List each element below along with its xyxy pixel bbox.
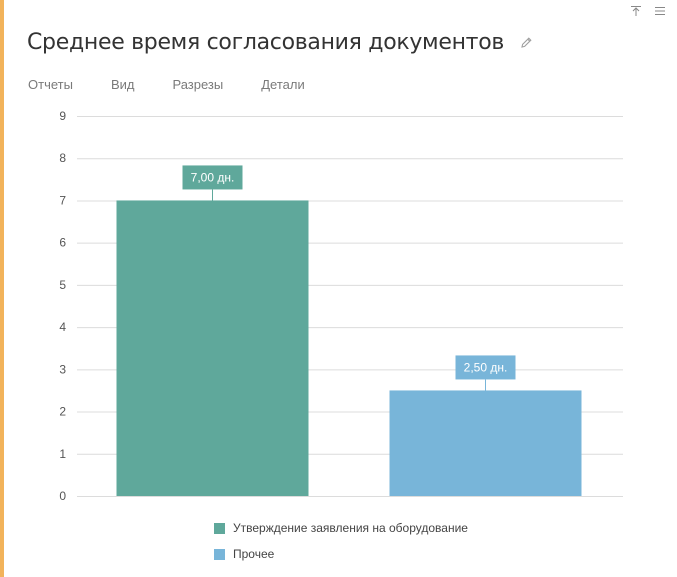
pencil-icon[interactable]	[520, 36, 534, 50]
legend-label-series2: Прочее	[233, 547, 275, 561]
y-tick-label: 1	[59, 447, 66, 461]
y-tick-label: 5	[59, 278, 66, 292]
data-label: 2,50 дн.	[464, 360, 508, 374]
tab-details[interactable]: Детали	[261, 77, 305, 92]
legend-swatch-series2	[214, 548, 225, 560]
y-tick-label: 8	[59, 151, 66, 165]
top-toolbar	[629, 4, 667, 18]
data-label-box	[182, 165, 243, 190]
accent-stripe	[0, 0, 4, 577]
legend-swatch-series1	[214, 522, 225, 534]
bar[interactable]	[389, 390, 582, 496]
pin-icon[interactable]	[629, 4, 643, 18]
legend-item-series1[interactable]: Утверждение заявления на оборудование	[214, 515, 468, 541]
tab-view[interactable]: Вид	[110, 77, 135, 92]
tab-reports[interactable]: Отчеты	[28, 77, 73, 92]
y-tick-label: 4	[59, 320, 66, 334]
y-tick-label: 2	[59, 405, 66, 419]
tab-bar: Отчеты Вид Разрезы Детали	[28, 77, 343, 92]
y-tick-label: 9	[59, 109, 66, 123]
bar[interactable]	[116, 200, 309, 496]
tab-slices[interactable]: Разрезы	[172, 77, 224, 92]
data-label: 7,00 дн.	[191, 170, 235, 184]
title-row: Среднее время согласования документов	[27, 30, 534, 55]
legend-label-series1: Утверждение заявления на оборудование	[233, 521, 468, 535]
chart-legend: Утверждение заявления на оборудование Пр…	[214, 515, 468, 567]
y-tick-label: 6	[59, 236, 66, 250]
data-label-box	[455, 355, 516, 380]
y-tick-label: 7	[59, 193, 66, 207]
page-title: Среднее время согласования документов	[27, 30, 505, 55]
y-tick-label: 0	[59, 489, 66, 503]
y-tick-label: 3	[59, 362, 66, 376]
legend-item-series2[interactable]: Прочее	[214, 541, 468, 567]
menu-icon[interactable]	[653, 4, 667, 18]
